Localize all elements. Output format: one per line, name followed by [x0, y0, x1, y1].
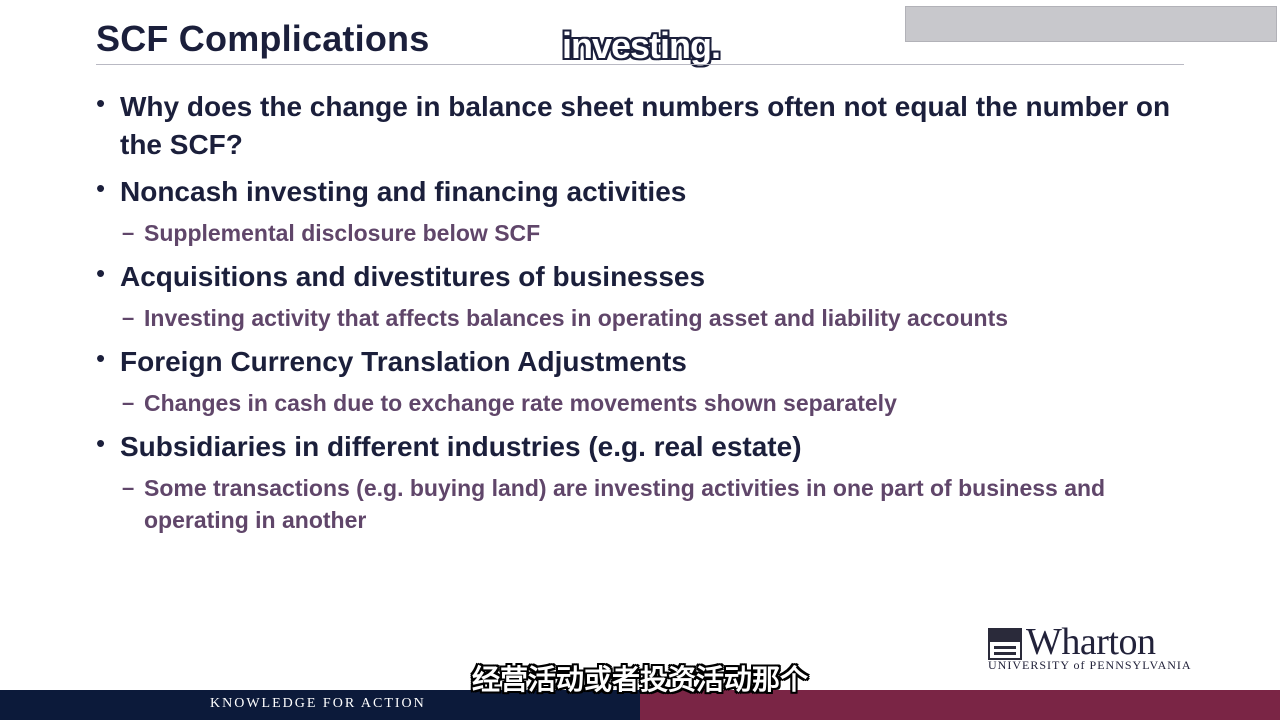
- sub-bullet: – Some transactions (e.g. buying land) a…: [122, 472, 1186, 536]
- bullet-dot-icon: •: [96, 343, 106, 373]
- bullet-text: Noncash investing and financing activiti…: [120, 176, 687, 207]
- overlay-box: [905, 6, 1277, 42]
- sub-bullet: – Changes in cash due to exchange rate m…: [122, 387, 1186, 419]
- bullet-dot-icon: •: [96, 88, 106, 118]
- sub-bullet-text: Supplemental disclosure below SCF: [144, 220, 541, 246]
- footer-tagline: KNOWLEDGE FOR ACTION: [210, 696, 426, 711]
- sub-bullet-text: Changes in cash due to exchange rate mov…: [144, 390, 897, 416]
- bullet-item: • Acquisitions and divestitures of busin…: [96, 258, 1186, 334]
- dash-icon: –: [122, 390, 135, 415]
- bullet-text: Why does the change in balance sheet num…: [120, 91, 1171, 160]
- sub-bullet-text: Investing activity that affects balances…: [144, 305, 1009, 331]
- title-divider: [96, 64, 1184, 65]
- logo-subtitle: UNIVERSITY of PENNSYLVANIA: [988, 658, 1192, 672]
- bullet-text: Foreign Currency Translation Adjustments: [120, 346, 687, 377]
- caption-top: investing.: [562, 25, 721, 66]
- dash-icon: –: [122, 220, 135, 245]
- footer-bar-navy: [0, 690, 640, 720]
- bullet-item: • Foreign Currency Translation Adjustmen…: [96, 343, 1186, 419]
- footer-bar-maroon: [640, 690, 1280, 720]
- bullet-text: Acquisitions and divestitures of busines…: [120, 261, 706, 292]
- wharton-logo: Wharton UNIVERSITY of PENNSYLVANIA: [988, 621, 1198, 676]
- caption-bottom: 经营活动或者投资活动那个: [472, 663, 809, 696]
- bullet-list: • Why does the change in balance sheet n…: [96, 88, 1186, 536]
- sub-bullet: – Supplemental disclosure below SCF: [122, 217, 1186, 249]
- sub-bullet: – Investing activity that affects balanc…: [122, 302, 1186, 334]
- dash-icon: –: [122, 475, 135, 500]
- bullet-text: Subsidiaries in different industries (e.…: [120, 431, 802, 462]
- bullet-item: • Noncash investing and financing activi…: [96, 173, 1186, 249]
- bullet-dot-icon: •: [96, 428, 106, 458]
- logo-name: Wharton: [1026, 621, 1156, 663]
- sub-bullet-text: Some transactions (e.g. buying land) are…: [144, 475, 1106, 533]
- bullet-dot-icon: •: [96, 173, 106, 203]
- shield-icon: [988, 628, 1022, 660]
- slide-title: SCF Complications: [96, 18, 430, 59]
- bullet-item: • Subsidiaries in different industries (…: [96, 428, 1186, 536]
- bullet-dot-icon: •: [96, 258, 106, 288]
- dash-icon: –: [122, 305, 135, 330]
- bullet-item: • Why does the change in balance sheet n…: [96, 88, 1186, 164]
